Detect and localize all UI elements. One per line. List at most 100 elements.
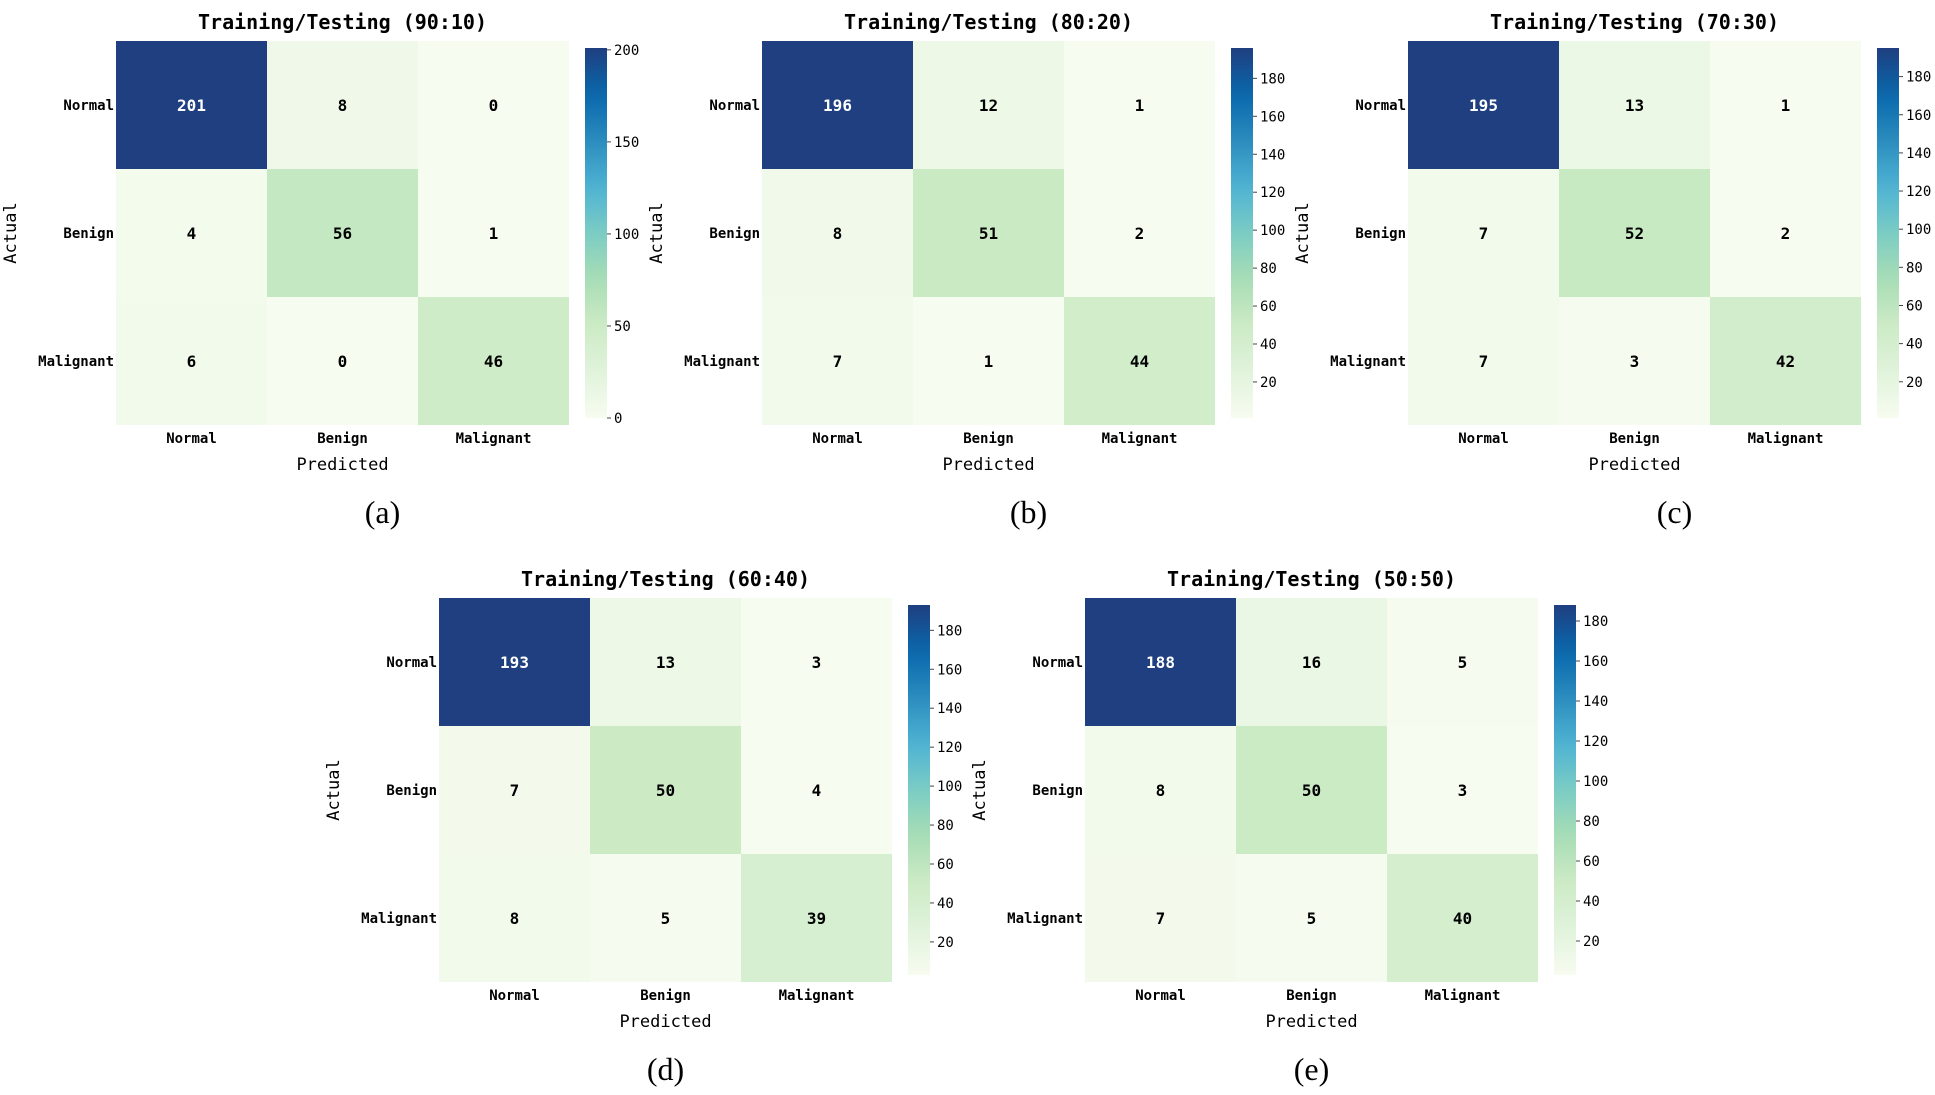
x-tick-label: Benign: [963, 431, 1014, 447]
colorbar: [1231, 48, 1253, 418]
cell-value-label: 1: [984, 352, 994, 371]
heatmap-cell: [116, 297, 267, 425]
colorbar-tick-label: 80: [1260, 261, 1277, 277]
y-axis-label: Actual: [647, 202, 667, 263]
heatmap-cell: [1085, 598, 1236, 726]
cell-value-label: 46: [484, 352, 503, 371]
cell-value-label: 8: [338, 96, 348, 115]
heatmap-cell: [1408, 41, 1559, 169]
heatmap-cell: [418, 41, 569, 169]
x-tick-label: Benign: [317, 431, 368, 447]
colorbar-tick-label: 80: [937, 818, 954, 834]
subfigure-caption: (d): [647, 1051, 684, 1087]
cell-value-label: 16: [1302, 653, 1321, 672]
heatmap-cell: [1387, 598, 1538, 726]
cell-value-label: 3: [1630, 352, 1640, 371]
cell-value-label: 188: [1146, 653, 1175, 672]
x-tick-label: Malignant: [456, 431, 532, 447]
cell-value-label: 2: [1135, 224, 1145, 243]
y-tick-label: Normal: [709, 98, 760, 114]
y-tick-label: Benign: [386, 783, 437, 799]
x-axis-label: Predicted: [296, 455, 388, 475]
y-tick-label: Malignant: [1007, 911, 1083, 927]
heatmap-cell: [116, 169, 267, 297]
heatmap-cell: [1236, 598, 1387, 726]
x-tick-label: Normal: [1458, 431, 1509, 447]
heatmap-cell: [1408, 297, 1559, 425]
colorbar-tick-label: 40: [1583, 894, 1600, 910]
confusion-matrix-a: Training/Testing (90:10) 201 8 0 4 56 1 6 0 46 Nor…: [1, 10, 639, 530]
heatmap-cell: [1559, 169, 1710, 297]
confusion-matrix-d: Training/Testing (60:40) 193 13 3 7 50 4 8 5 39 No…: [324, 567, 962, 1087]
heatmap-cell: [418, 169, 569, 297]
heatmap-cell: [1064, 297, 1215, 425]
colorbar-tick-label: 120: [1583, 734, 1608, 750]
colorbar-tick-label: 80: [1583, 814, 1600, 830]
y-tick-label: Normal: [63, 98, 114, 114]
y-tick-label: Normal: [386, 655, 437, 671]
cell-value-label: 3: [1458, 781, 1468, 800]
cell-value-label: 40: [1453, 909, 1472, 928]
cell-value-label: 5: [661, 909, 671, 928]
heatmap-cell: [913, 41, 1064, 169]
cell-value-label: 8: [833, 224, 843, 243]
cell-value-label: 201: [177, 96, 206, 115]
chart-title: Training/Testing (60:40): [521, 567, 810, 591]
x-axis-label: Predicted: [1588, 455, 1680, 475]
colorbar-tick-label: 120: [1906, 184, 1931, 200]
cell-value-label: 7: [510, 781, 520, 800]
heatmap-cell: [1559, 41, 1710, 169]
heatmap-cell: [913, 169, 1064, 297]
colorbar-tick-label: 180: [937, 623, 962, 639]
chart-title: Training/Testing (80:20): [844, 10, 1133, 34]
cell-value-label: 1: [1135, 96, 1145, 115]
cell-value-label: 7: [1479, 352, 1489, 371]
heatmap-cell: [439, 726, 590, 854]
colorbar-tick-label: 140: [1906, 146, 1931, 162]
x-axis-label: Predicted: [942, 455, 1034, 475]
heatmap-cell: [741, 726, 892, 854]
cell-value-label: 0: [338, 352, 348, 371]
cell-value-label: 39: [807, 909, 826, 928]
colorbar-tick-label: 60: [937, 857, 954, 873]
chart-title: Training/Testing (50:50): [1167, 567, 1456, 591]
heatmap-cell: [1710, 297, 1861, 425]
cell-value-label: 50: [656, 781, 675, 800]
subfigure-caption: (a): [365, 494, 401, 530]
chart-title: Training/Testing (70:30): [1490, 10, 1779, 34]
cell-value-label: 3: [812, 653, 822, 672]
colorbar-tick-label: 200: [614, 43, 639, 59]
x-tick-label: Malignant: [1748, 431, 1824, 447]
colorbar-tick-label: 180: [1260, 71, 1285, 87]
colorbar-tick-label: 60: [1583, 854, 1600, 870]
heatmap-cell: [1064, 169, 1215, 297]
colorbar-tick-label: 50: [614, 319, 631, 335]
colorbar-tick-label: 100: [614, 227, 639, 243]
cell-value-label: 13: [656, 653, 675, 672]
cell-value-label: 193: [500, 653, 529, 672]
colorbar-tick-label: 100: [1260, 223, 1285, 239]
heatmap-cell: [1387, 854, 1538, 982]
cell-value-label: 4: [812, 781, 822, 800]
y-tick-label: Malignant: [38, 354, 114, 370]
heatmap-cell: [1408, 169, 1559, 297]
heatmap-cell: [1236, 854, 1387, 982]
cell-value-label: 12: [979, 96, 998, 115]
cell-value-label: 7: [1479, 224, 1489, 243]
colorbar-tick-label: 160: [937, 662, 962, 678]
heatmap-cell: [590, 598, 741, 726]
heatmap-cell: [439, 854, 590, 982]
cell-value-label: 1: [489, 224, 499, 243]
cell-value-label: 13: [1625, 96, 1644, 115]
colorbar-tick-label: 20: [1583, 934, 1600, 950]
subfigure-caption: (e): [1294, 1051, 1330, 1087]
x-tick-label: Benign: [1609, 431, 1660, 447]
cell-value-label: 7: [1156, 909, 1166, 928]
heatmap-cell: [1064, 41, 1215, 169]
colorbar-tick-label: 40: [1906, 337, 1923, 353]
confusion-matrix-e: Training/Testing (50:50) 188 16 5 8 50 3 7 5 40 No…: [970, 567, 1608, 1087]
x-axis-label: Predicted: [619, 1012, 711, 1032]
heatmap-cell: [1085, 726, 1236, 854]
x-axis-label: Predicted: [1265, 1012, 1357, 1032]
